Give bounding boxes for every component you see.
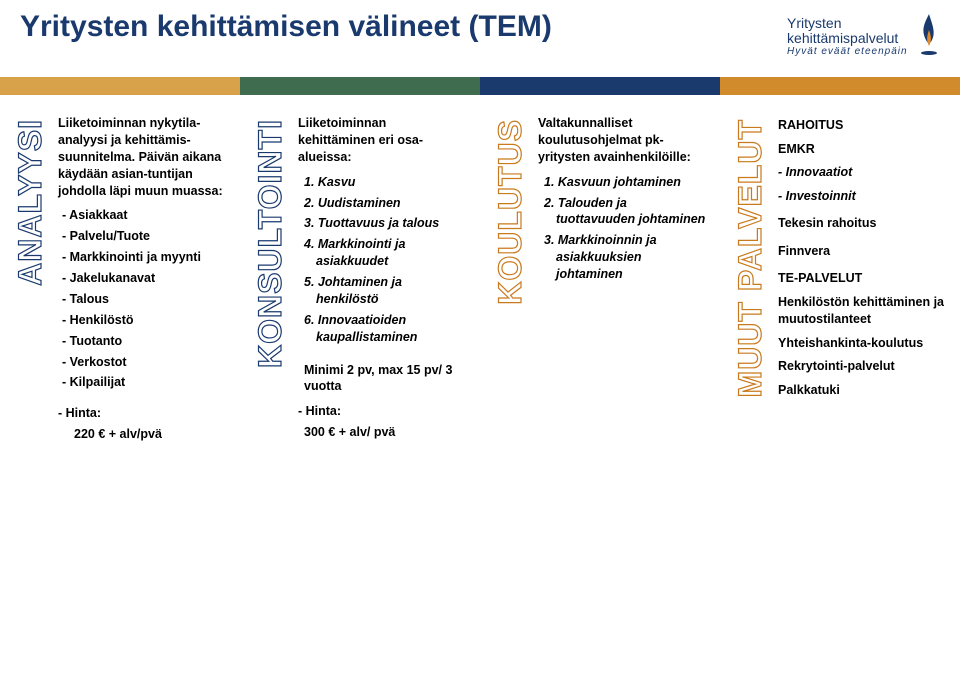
intro: Liiketoiminnan kehittäminen eri osa-alue… — [298, 115, 466, 166]
list-item: 5. Johtaminen ja henkilöstö — [304, 274, 466, 308]
list-item: - Talous — [62, 291, 226, 308]
col-body: Valtakunnalliset koulutusohjelmat pk-yri… — [538, 115, 706, 673]
list-item: - Markkinointi ja myynti — [62, 249, 226, 266]
col-label: ANALYYSI — [12, 119, 49, 286]
footer-price: 300 € + alv/ pvä — [304, 424, 466, 441]
list-item: 2. Talouden ja tuottavuuden johtaminen — [544, 195, 706, 229]
list-item: 1. Kasvu — [304, 174, 466, 191]
logo-line1: Yritysten — [787, 16, 908, 31]
columns-row: ANALYYSI Liiketoiminnan nykytila-analyys… — [0, 77, 960, 687]
flame-icon — [918, 12, 940, 61]
col-body: Liiketoiminnan kehittäminen eri osa-alue… — [298, 115, 466, 673]
intro: Valtakunnalliset koulutusohjelmat pk-yri… — [538, 115, 706, 166]
list-item: - Jakelukanavat — [62, 270, 226, 287]
list-item: 4. Markkinointi ja asiakkuudet — [304, 236, 466, 270]
list-item: 3. Markkinoinnin ja asiakkuuksien johtam… — [544, 232, 706, 283]
list-item: - Verkostot — [62, 354, 226, 371]
list-item: 2. Uudistaminen — [304, 195, 466, 212]
col-analyysi: ANALYYSI Liiketoiminnan nykytila-analyys… — [0, 77, 240, 687]
col-label: KOULUTUS — [492, 119, 529, 305]
section-line: EMKR — [778, 141, 946, 159]
intro: Liiketoiminnan nykytila-analyysi ja kehi… — [58, 115, 226, 199]
list-item: - Kilpailijat — [62, 374, 226, 391]
header: Yritysten kehittämisen välineet (TEM) Yr… — [0, 0, 960, 69]
section-head: Finnvera — [778, 243, 946, 261]
col-body: RAHOITUS EMKR - Innovaatiot - Investoinnit T… — [778, 115, 946, 673]
section-line: - Investoinnit — [778, 188, 946, 206]
list-item: - Palvelu/Tuote — [62, 228, 226, 245]
page-title: Yritysten kehittämisen välineet (TEM) — [20, 10, 552, 44]
col-label-wrap: KONSULTOINTI — [254, 115, 290, 673]
section-head: RAHOITUS — [778, 117, 946, 135]
section-line: - Innovaatiot — [778, 164, 946, 182]
logo-tagline: Hyvät eväät eteenpäin — [787, 46, 908, 57]
footer-price: 220 € + alv/pvä — [74, 426, 226, 443]
section-line: Henkilöstön kehittäminen ja muutostilant… — [778, 294, 946, 329]
list-item: 1. Kasvuun johtaminen — [544, 174, 706, 191]
footer-label: - Hinta: — [298, 403, 466, 420]
section-line: Rekrytointi-palvelut — [778, 358, 946, 376]
section-head: TE-PALVELUT — [778, 270, 946, 288]
list-item: - Henkilöstö — [62, 312, 226, 329]
section-head: Tekesin rahoitus — [778, 215, 946, 233]
list-item: - Tuotanto — [62, 333, 226, 350]
col-label-wrap: KOULUTUS — [494, 115, 530, 673]
footer-extra: Minimi 2 pv, max 15 pv/ 3 vuotta — [304, 362, 466, 396]
col-label: KONSULTOINTI — [252, 119, 289, 368]
col-muut-palvelut: MUUT PALVELUT RAHOITUS EMKR - Innovaatiot -… — [720, 77, 960, 687]
col-label-wrap: ANALYYSI — [14, 115, 50, 673]
section-line: Palkkatuki — [778, 382, 946, 400]
footer-label: - Hinta: — [58, 405, 226, 422]
list-item: - Asiakkaat — [62, 207, 226, 224]
col-body: Liiketoiminnan nykytila-analyysi ja kehi… — [58, 115, 226, 673]
logo-line2: kehittämispalvelut — [787, 31, 908, 46]
col-koulutus: KOULUTUS Valtakunnalliset koulutusohjelm… — [480, 77, 720, 687]
col-konsultointi: KONSULTOINTI Liiketoiminnan kehittäminen… — [240, 77, 480, 687]
logo: Yritysten kehittämispalvelut Hyvät eväät… — [787, 10, 940, 61]
col-label-wrap: MUUT PALVELUT — [734, 115, 770, 673]
section-line: Yhteishankinta-koulutus — [778, 335, 946, 353]
col-label: MUUT PALVELUT — [732, 119, 769, 397]
list-item: 6. Innovaatioiden kaupallistaminen — [304, 312, 466, 346]
list-item: 3. Tuottavuus ja talous — [304, 215, 466, 232]
